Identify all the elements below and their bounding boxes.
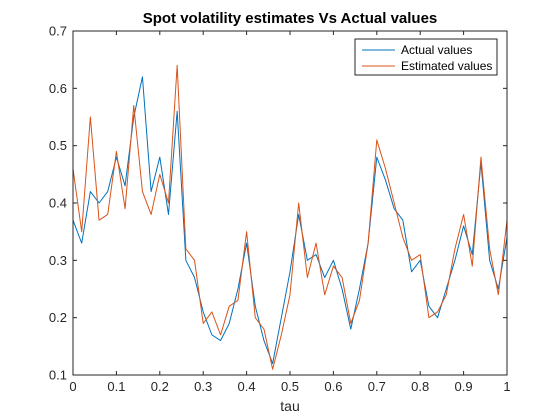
chart-title: Spot volatility estimates Vs Actual valu…: [143, 10, 438, 27]
x-ticks: 0 0.1 0.2 0.3 0.4 0.5 0.6 0.7 0.8 0.9 1: [69, 31, 511, 394]
legend-box: [354, 38, 498, 76]
y-tick-label: 0.6: [49, 81, 67, 96]
legend-label-estimated: Estimated values: [401, 59, 492, 73]
y-tick-label: 0.5: [49, 138, 67, 153]
axes-background: [73, 31, 507, 375]
x-tick-label: 0.2: [151, 379, 169, 394]
x-tick-label: 0.5: [281, 379, 299, 394]
x-tick-label: 0.7: [368, 379, 386, 394]
y-ticks: 0.1 0.2 0.3 0.4 0.5 0.6 0.7: [49, 24, 507, 383]
plot-area: 0 0.1 0.2 0.3 0.4 0.5 0.6 0.7 0.8 0.9 1 0.10.20.30…: [49, 24, 511, 395]
x-tick-label: 0.9: [455, 379, 473, 394]
y-tick-label: 0.1: [49, 368, 67, 383]
x-tick-label: 0: [69, 379, 76, 394]
series-line-estimated: [72, 64, 508, 370]
x-tick-label: 0.1: [107, 379, 125, 394]
x-axis-label: tau: [280, 398, 299, 414]
x-tick-label: 0.6: [324, 379, 342, 394]
x-tick-label: 0.8: [411, 379, 429, 394]
y-tick-label: 0.7: [49, 24, 67, 39]
x-tick-label: 0.3: [194, 379, 212, 394]
y-tick-label: 0.3: [49, 253, 67, 268]
legend-label-actual: Actual values: [401, 43, 472, 57]
y-tick-label: 0.2: [49, 310, 67, 325]
y-tick-label: 0.4: [49, 196, 67, 211]
legend: Actual values Estimated values: [354, 38, 498, 76]
x-tick-label: 0.4: [238, 379, 256, 394]
x-tick-label: 1: [503, 379, 510, 394]
series-layer: [72, 64, 508, 370]
